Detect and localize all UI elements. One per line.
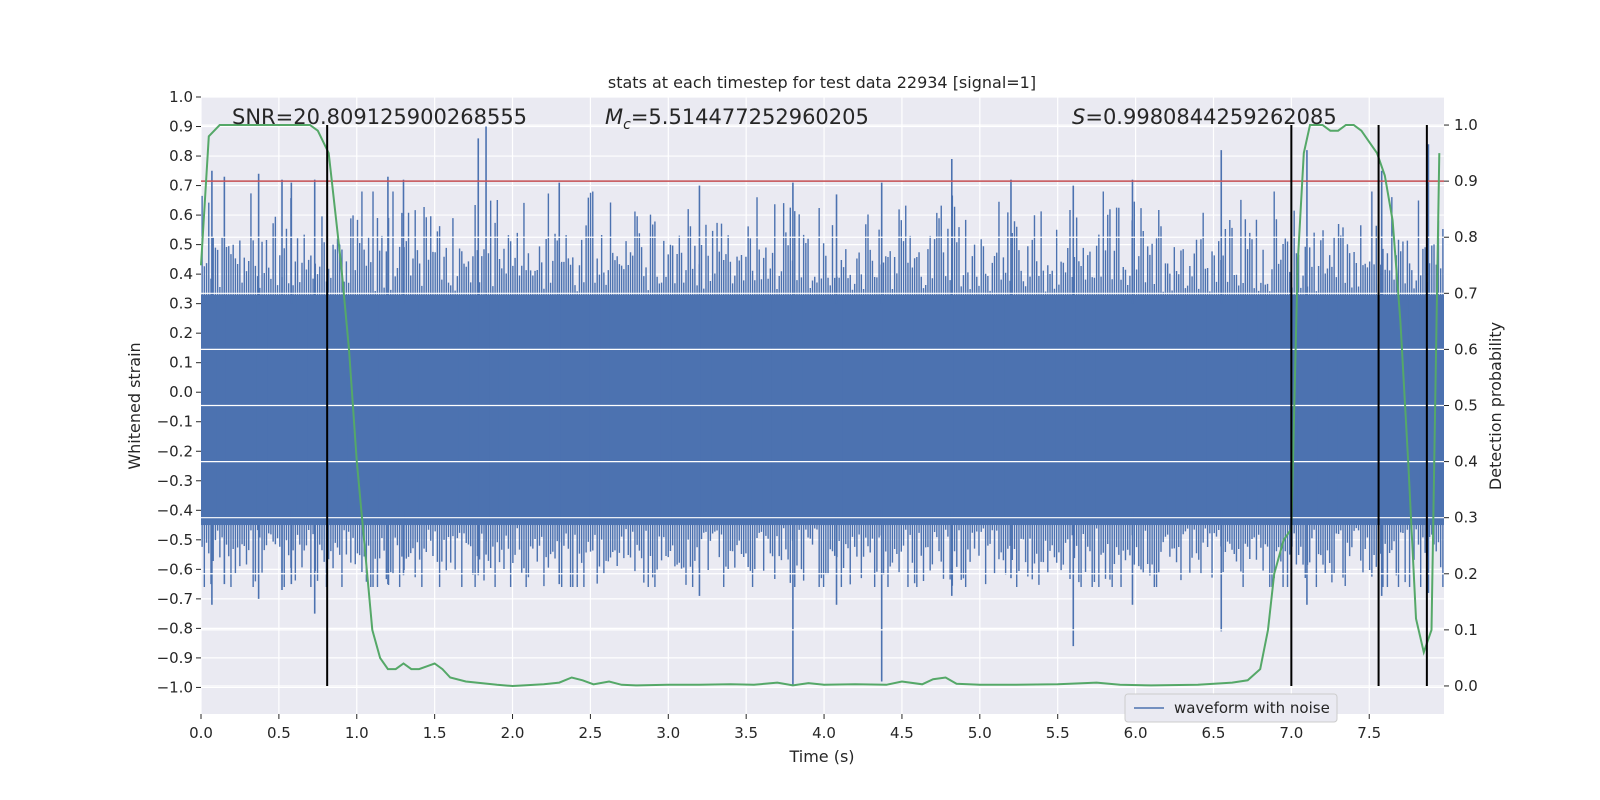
x-tick-label: 3.0 (656, 724, 680, 742)
y-right-tick-label: 0.9 (1454, 172, 1478, 190)
y-tick-label: −0.5 (157, 531, 193, 549)
snr-annotation: SNR=20.809125900268555 (232, 105, 527, 129)
strain-series (201, 126, 1444, 685)
s-symbol: S (1072, 105, 1085, 129)
mc-annotation: Mc=5.514477252960205 (605, 105, 869, 133)
x-tick-label: 1.5 (423, 724, 447, 742)
y-tick-label: −1.0 (157, 678, 193, 696)
y-right-tick-label: 0.6 (1454, 340, 1478, 358)
x-tick-label: 2.5 (578, 724, 602, 742)
y-right-tick-label: 0.3 (1454, 509, 1478, 527)
y-tick-label: −0.9 (157, 649, 193, 667)
mc-subscript: c (623, 117, 631, 133)
y-tick-label: 0.7 (169, 177, 193, 195)
y-tick-label: −0.6 (157, 560, 193, 578)
event-markers (326, 125, 1428, 686)
y-axis-right-label: Detection probability (1486, 322, 1505, 490)
y-tick-label: 0.9 (169, 118, 193, 136)
legend-label: waveform with noise (1174, 699, 1330, 717)
right-axis-grid (201, 124, 1444, 687)
y-right-tick-label: 1.0 (1454, 116, 1478, 134)
legend-box (1124, 693, 1338, 723)
y-tick-label: 0.6 (169, 206, 193, 224)
y-right-tick-label: 0.1 (1454, 621, 1478, 639)
x-tick-label: 4.0 (812, 724, 836, 742)
x-tick-label: 7.0 (1279, 724, 1303, 742)
y-right-tick-label: 0.2 (1454, 565, 1478, 583)
probability-series (200, 124, 1441, 688)
legend: waveform with noise (1124, 693, 1338, 723)
axes: 0.0 0.5 1.0 1.5 2.0 2.5 3.0 3.5 4.0 4.5 5.0 5.5 6.0 6… (157, 88, 1478, 742)
y-tick-label: 0.5 (169, 236, 193, 254)
x-tick-label: 6.0 (1124, 724, 1148, 742)
y-tick-label: −0.4 (157, 501, 193, 519)
y-tick-label: 0.8 (169, 147, 193, 165)
s-value: =0.9980844259262085 (1085, 105, 1336, 129)
y-tick-label: 0.3 (169, 295, 193, 313)
x-tick-label: 4.5 (890, 724, 914, 742)
y-tick-label: 0.4 (169, 265, 193, 283)
y-right-tick-label: 0.5 (1454, 397, 1478, 415)
mc-value: =5.514477252960205 (631, 105, 869, 129)
x-tick-label: 6.5 (1202, 724, 1226, 742)
x-tick-label: 0.5 (267, 724, 291, 742)
x-axis-label: Time (s) (788, 747, 854, 766)
s-annotation: S=0.9980844259262085 (1072, 105, 1337, 129)
mc-symbol: M (605, 105, 623, 129)
y-tick-label: 0.1 (169, 354, 193, 372)
y-tick-label: −0.7 (157, 590, 193, 608)
chart-title: stats at each timestep for test data 229… (608, 73, 1036, 92)
x-tick-label: 1.0 (345, 724, 369, 742)
x-tick-label: 2.0 (501, 724, 525, 742)
y-tick-label: −0.8 (157, 619, 193, 637)
y-axis-label: Whitened strain (125, 342, 144, 469)
x-tick-label: 7.5 (1357, 724, 1381, 742)
y-right-tick-label: 0.8 (1454, 228, 1478, 246)
y-right-tick-label: 0.0 (1454, 677, 1478, 695)
y-tick-label: −0.2 (157, 442, 193, 460)
y-tick-label: −0.3 (157, 472, 193, 490)
y-tick-label: 0.0 (169, 383, 193, 401)
y-tick-label: −0.1 (157, 413, 193, 431)
y-right-tick-label: 0.7 (1454, 284, 1478, 302)
x-tick-label: 0.0 (189, 724, 213, 742)
strain-core (201, 294, 1444, 526)
x-tick-label: 3.5 (734, 724, 758, 742)
x-tick-label: 5.0 (968, 724, 992, 742)
y-tick-label: 0.2 (169, 324, 193, 342)
y-tick-label: 1.0 (169, 88, 193, 106)
x-tick-label: 5.5 (1046, 724, 1070, 742)
probability-line (200, 124, 1441, 688)
y-right-tick-label: 0.4 (1454, 453, 1478, 471)
